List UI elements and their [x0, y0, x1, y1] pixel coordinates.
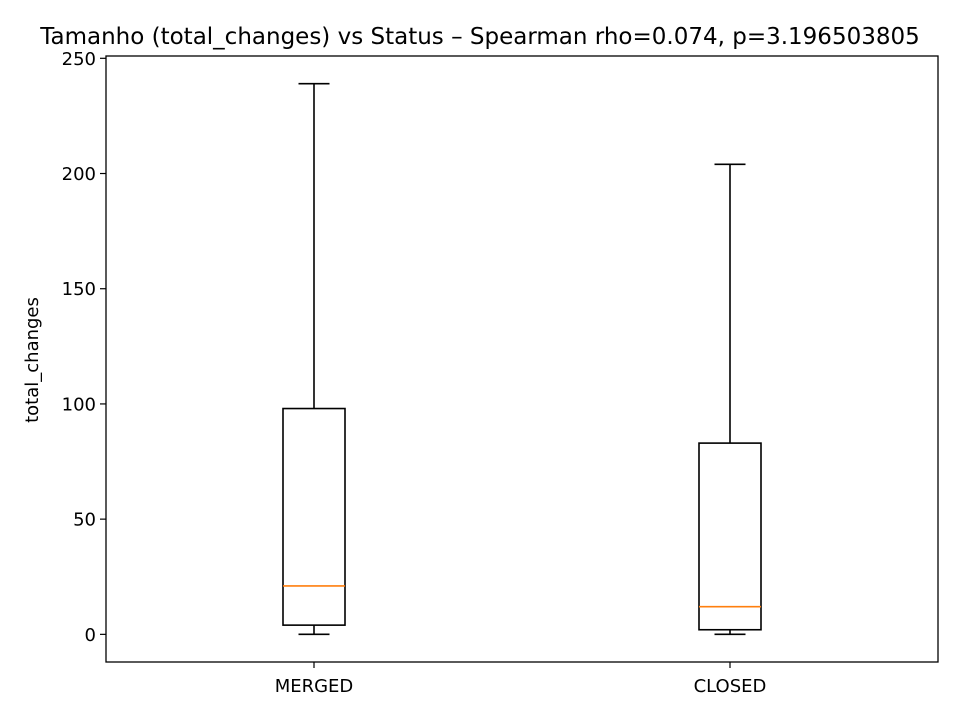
- y-axis-label: total_changes: [22, 297, 43, 423]
- merged-box: [282, 407, 346, 626]
- y-tick-label: 250: [62, 49, 96, 70]
- closed-box: [698, 442, 762, 631]
- chart-title: Tamanho (total_changes) vs Status – Spea…: [39, 24, 920, 50]
- plot-frame: [105, 55, 939, 663]
- y-tick-label: 100: [62, 394, 96, 415]
- y-tick-label: 150: [62, 279, 96, 300]
- y-tick-label: 0: [85, 625, 96, 646]
- x-tick-label: CLOSED: [694, 676, 767, 697]
- x-tick-label: MERGED: [275, 676, 354, 697]
- y-tick-label: 50: [73, 510, 96, 531]
- y-tick-label: 200: [62, 164, 96, 185]
- plot-area: 0 50 100 150 200 250 MERGED CLOSED: [62, 49, 767, 697]
